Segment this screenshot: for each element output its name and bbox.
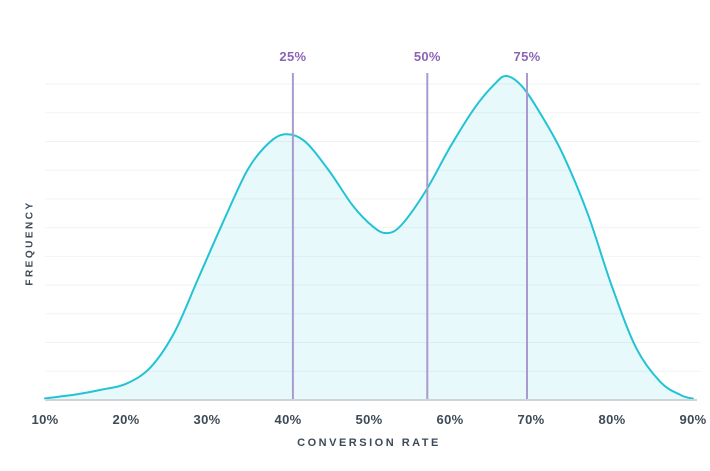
- quartile-label: 50%: [413, 49, 441, 64]
- density-area-fill: [45, 75, 693, 400]
- x-tick-label: 10%: [31, 412, 59, 427]
- x-tick-label: 60%: [436, 412, 464, 427]
- x-tick-label: 80%: [598, 412, 626, 427]
- x-tick-label: 50%: [355, 412, 383, 427]
- quartile-label: 25%: [279, 49, 307, 64]
- x-tick-label: 40%: [274, 412, 302, 427]
- x-tick-label: 30%: [193, 412, 221, 427]
- x-axis-title: CONVERSION RATE: [297, 437, 441, 449]
- x-tick-label: 90%: [679, 412, 707, 427]
- quartile-label: 75%: [513, 49, 541, 64]
- gridlines: [45, 83, 700, 372]
- x-tick-label: 20%: [112, 412, 140, 427]
- x-tick-label: 70%: [517, 412, 545, 427]
- quartile-marker-lines: [291, 73, 528, 399]
- density-curve: [44, 74, 694, 400]
- y-axis-title: FREQUENCY: [24, 200, 36, 286]
